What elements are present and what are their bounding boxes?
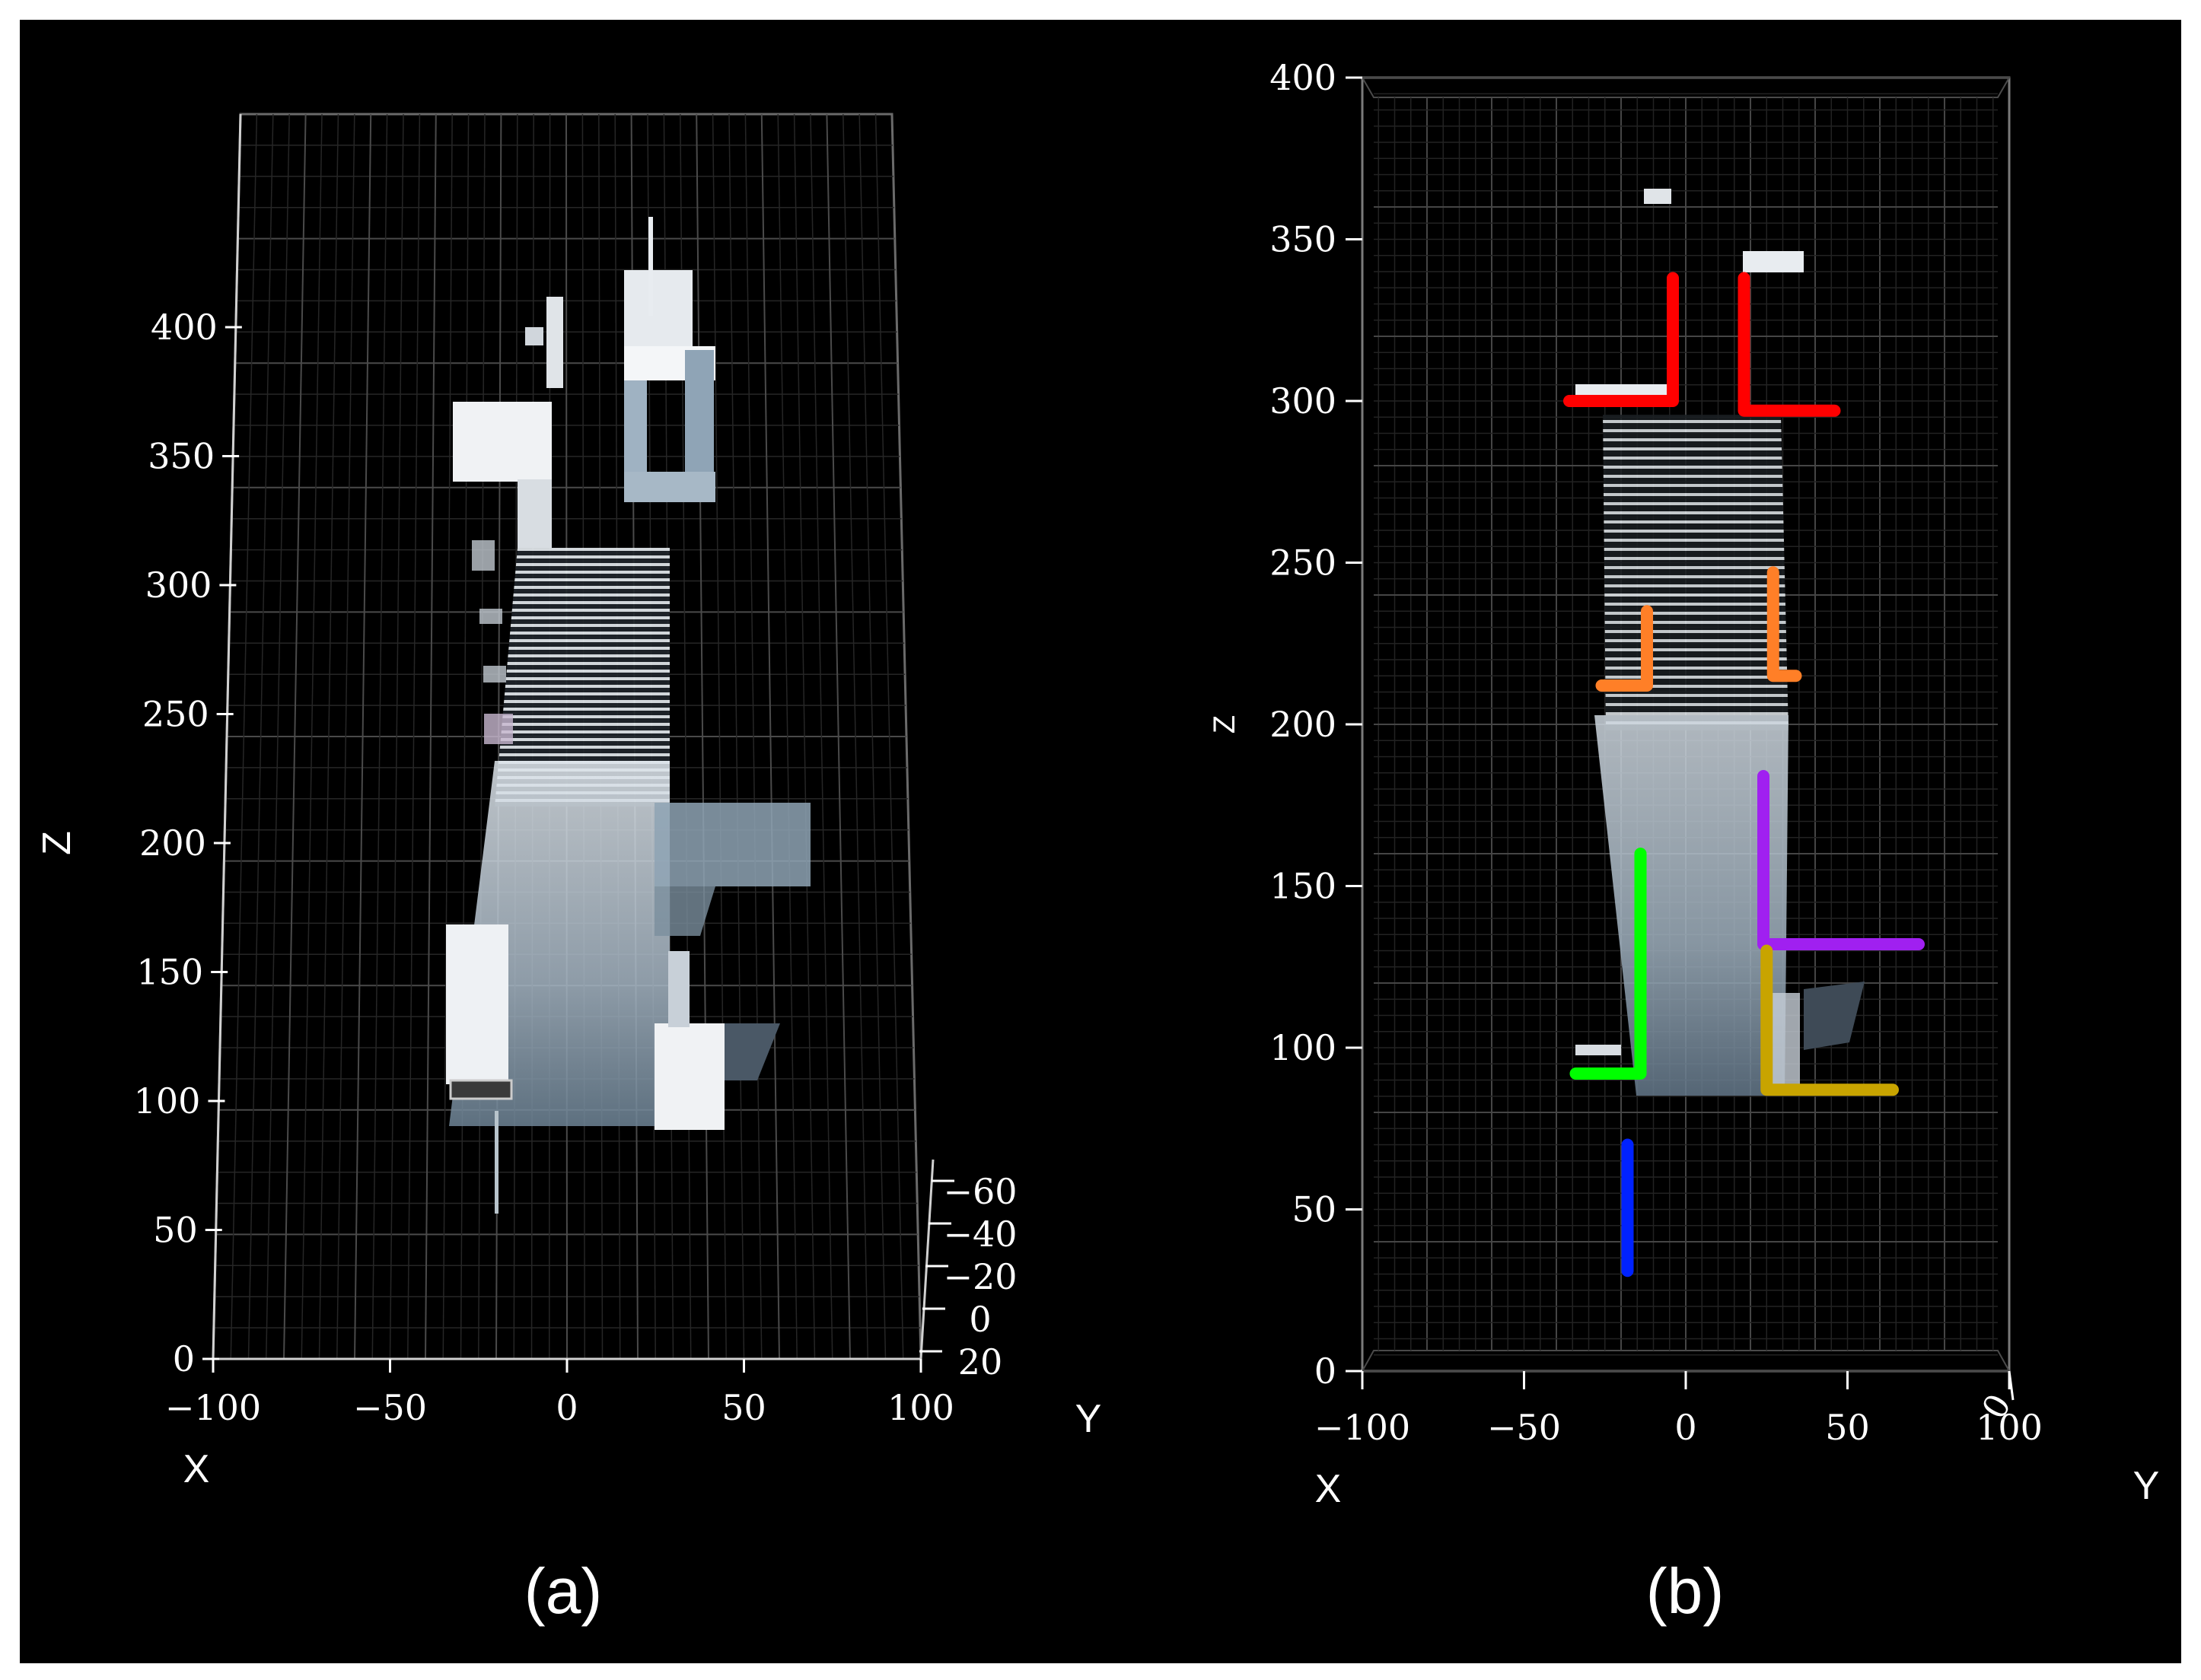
- panel-a-grid: [212, 113, 921, 1360]
- panel-b-x-tick-label: 50: [1825, 1407, 1870, 1448]
- panel-b-z-tick-label: 150: [1269, 866, 1336, 907]
- panel-a-point-cloud: [446, 217, 811, 1214]
- panel-a-y-tick-label: −60: [943, 1171, 1017, 1212]
- panel-b-y-axis-label: Y: [2133, 1464, 2160, 1508]
- panel-a-z-tick-label: 150: [136, 952, 203, 993]
- panel-b-grid: [1374, 93, 1998, 1356]
- panel-b-overlays: [1563, 272, 1925, 1278]
- panel-b-z-tick-label: 0: [1314, 1351, 1336, 1392]
- panel-a-z-tick-label: 350: [148, 436, 215, 477]
- panel-a-x-tick-labels: −100 −50 0 50 100: [165, 1359, 954, 1428]
- panel-a-x-tick-label: 0: [556, 1387, 578, 1428]
- panel-a-x-tick-label: 100: [887, 1387, 954, 1428]
- panel-a-z-tick-label: 250: [142, 694, 209, 735]
- panel-a-x-tick-label: −50: [353, 1387, 427, 1428]
- panel-a-z-axis-label: Z: [35, 831, 79, 855]
- panel-a-x-axis-label: X: [183, 1447, 210, 1491]
- panel-a-z-tick-label: 400: [151, 307, 218, 348]
- panel-b-z-tick-label: 350: [1269, 219, 1336, 260]
- panel-b-z-axis-label: Z: [1208, 715, 1241, 733]
- panel-a-caption: (a): [524, 1555, 603, 1627]
- panel-a-z-tick-label: 100: [134, 1080, 201, 1122]
- panel-b-x-tick-label: −50: [1487, 1407, 1561, 1448]
- panel-b-z-tick-label: 50: [1292, 1189, 1336, 1230]
- panel-b-overlay-path: [1738, 272, 1841, 417]
- panel-a-z-tick-label: 300: [145, 565, 212, 606]
- panel-b-caption: (b): [1646, 1555, 1725, 1627]
- panel-b-z-tick-label: 400: [1269, 57, 1336, 98]
- panel-b-z-tick-label: 250: [1269, 542, 1336, 584]
- panel-b-x-tick-labels: −100 −50 0 50 100: [1314, 1371, 2043, 1448]
- panel-a-x-tick-label: −100: [165, 1387, 261, 1428]
- panel-a-y-tick-label: 0: [969, 1299, 991, 1340]
- panel-a-x-tick-label: 50: [721, 1387, 766, 1428]
- panel-b-x-tick-label: −100: [1314, 1407, 1410, 1448]
- panel-b-z-tick-label: 300: [1269, 380, 1336, 422]
- panel-b-overlay-path: [1757, 770, 1925, 950]
- panel-b-overlay-path: [1766, 566, 1802, 682]
- panel-a-y-tick-label: −20: [943, 1256, 1017, 1297]
- panel-b: 0 50 100 150 200 250 300 350 400 −100 −50 0 50 100 0…: [1208, 57, 2159, 1627]
- panel-b-x-tick-label: 100: [1976, 1407, 2043, 1448]
- panel-a-y-tick-label: 20: [958, 1341, 1003, 1382]
- panel-a-y-axis-label: Y: [1075, 1397, 1102, 1441]
- panel-b-overlay-path: [1563, 272, 1679, 407]
- panel-b-overlay-path: [1760, 944, 1899, 1096]
- panel-b-overlay-path: [1595, 605, 1653, 692]
- panel-b-z-tick-label: 200: [1269, 704, 1336, 745]
- panel-b-overlay-path: [1569, 848, 1647, 1080]
- panel-b-z-tick-label: 100: [1269, 1027, 1336, 1068]
- panel-a-z-tick-labels: 0 50 100 150 200 250 300 350 400: [134, 307, 242, 1379]
- panel-a-z-tick-label: 200: [139, 822, 206, 864]
- panel-b-z-tick-labels: 0 50 100 150 200 250 300 350 400: [1269, 57, 1362, 1392]
- panel-b-x-axis-label: X: [1315, 1467, 1342, 1511]
- panel-b-x-tick-label: 0: [1674, 1407, 1696, 1448]
- panel-a-y-tick-label: −40: [943, 1214, 1017, 1255]
- panel-a-z-tick-label: 0: [173, 1338, 195, 1379]
- panel-a-z-tick-label: 50: [153, 1210, 198, 1251]
